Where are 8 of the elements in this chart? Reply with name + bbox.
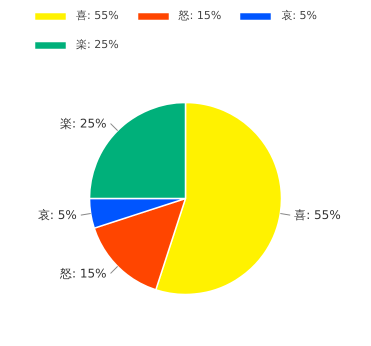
legend-label: 哀: 5%	[281, 8, 317, 23]
legend-label: 怒: 15%	[178, 8, 222, 23]
slice-label: 怒: 15%	[59, 266, 107, 280]
slice-label: 哀: 5%	[38, 208, 77, 222]
slice-label: 楽: 25%	[60, 116, 107, 131]
slice-label: 喜: 55%	[294, 208, 341, 222]
legend-label: 喜: 55%	[76, 8, 119, 23]
legend-label: 楽: 25%	[76, 37, 119, 52]
